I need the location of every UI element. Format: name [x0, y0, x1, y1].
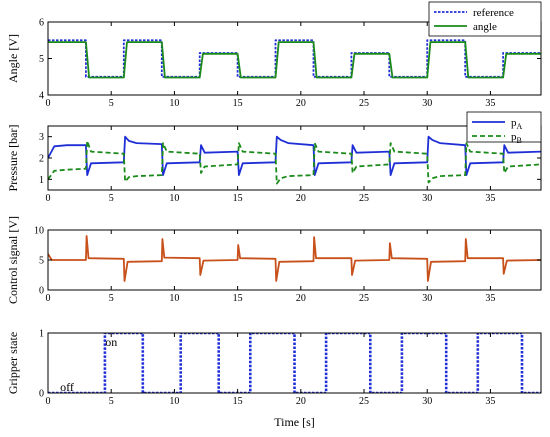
x-tick-label: 30 [422, 98, 432, 109]
annotation-on: on [105, 335, 117, 349]
x-tick-label: 15 [233, 293, 243, 304]
x-tick-label: 25 [359, 193, 369, 204]
y-axis-label: Angle [V] [6, 34, 20, 83]
y-tick-label: 0 [39, 389, 44, 400]
x-tick-label: 20 [296, 193, 306, 204]
x-tick-label: 10 [169, 98, 179, 109]
y-axis-label: Gripper state [6, 332, 20, 394]
x-tick-label: 20 [296, 396, 306, 407]
x-tick-label: 15 [233, 396, 243, 407]
y-tick-label: 5 [39, 54, 44, 65]
y-tick-label: 1 [39, 329, 44, 340]
y-tick-label: 1 [39, 175, 44, 186]
y-tick-label: 3 [39, 132, 44, 143]
x-tick-label: 10 [169, 193, 179, 204]
x-tick-label: 25 [359, 98, 369, 109]
legend-label: pA [511, 117, 523, 131]
panel-angle: 0 5 10 15 20 25 30 35 4 5 6 Angle [V] reference angle [6, 1, 542, 109]
x-tick-label: 25 [359, 396, 369, 407]
legend-label: angle [473, 21, 497, 33]
y-tick-label: 4 [39, 91, 44, 102]
annotation-off: off [60, 380, 74, 394]
x-tick-label: 0 [46, 396, 51, 407]
x-tick-label: 5 [109, 193, 114, 204]
series-line-reference [48, 39, 541, 78]
x-tick-label: 0 [46, 98, 51, 109]
series-line-angle [48, 41, 541, 79]
x-axis-label: Time [s] [274, 415, 315, 429]
y-tick-label: 5 [39, 256, 44, 267]
y-tick-label: 10 [34, 226, 44, 237]
legend-label: reference [473, 7, 514, 19]
panel-gripper-state: 0 5 10 15 20 25 30 35 0 1 Gripper state on off [6, 329, 542, 407]
legend: reference angle [428, 1, 542, 37]
series-line-p3-s0 [48, 333, 541, 393]
x-tick-label: 5 [109, 293, 114, 304]
x-tick-label: 30 [422, 193, 432, 204]
x-tick-label: 35 [485, 293, 495, 304]
y-tick-label: 0 [39, 286, 44, 297]
x-tick-label: 35 [485, 98, 495, 109]
plot-frame [47, 332, 542, 394]
x-tick-label: 20 [296, 293, 306, 304]
x-tick-label: 0 [46, 293, 51, 304]
x-tick-label: 35 [485, 396, 495, 407]
x-tick-label: 10 [169, 396, 179, 407]
x-tick-label: 15 [233, 98, 243, 109]
legend-label: pB [511, 131, 522, 145]
plot-frame [47, 229, 542, 291]
x-tick-label: 0 [46, 193, 51, 204]
x-tick-label: 5 [109, 396, 114, 407]
series-line-pA [48, 135, 541, 177]
y-axis-label: Pressure [bar] [6, 125, 20, 192]
y-tick-label: 2 [39, 154, 44, 165]
x-tick-label: 10 [169, 293, 179, 304]
panel-control-signal: 0 5 10 15 20 25 30 35 0 5 10 Control signal [V] [6, 216, 542, 304]
y-tick-label: 6 [39, 18, 44, 29]
x-tick-label: 30 [422, 396, 432, 407]
x-tick-label: 35 [485, 193, 495, 204]
x-tick-label: 25 [359, 293, 369, 304]
y-axis-label: Control signal [V] [6, 216, 20, 304]
x-tick-label: 5 [109, 98, 114, 109]
x-tick-label: 20 [296, 98, 306, 109]
x-tick-label: 15 [233, 193, 243, 204]
series-line-p2-s0 [48, 235, 541, 282]
x-tick-label: 30 [422, 293, 432, 304]
